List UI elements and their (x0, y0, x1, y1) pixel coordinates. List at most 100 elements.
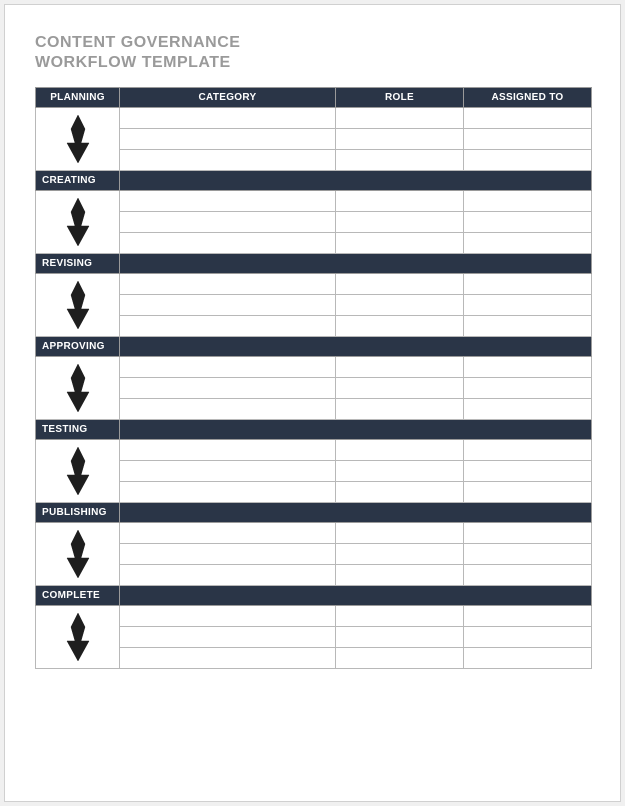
cell-assigned[interactable] (464, 648, 592, 669)
cell-role[interactable] (336, 108, 464, 129)
header-row: PLANNING CATEGORY ROLE ASSIGNED TO (36, 88, 592, 108)
header-category: CATEGORY (120, 88, 336, 108)
section-label: CREATING (36, 171, 120, 191)
section-row-6: COMPLETE (36, 586, 592, 606)
document-page: CONTENT GOVERNANCE WORKFLOW TEMPLATE PLA… (4, 4, 621, 802)
cell-category[interactable] (120, 627, 336, 648)
down-arrow-icon (64, 197, 92, 247)
cell-category[interactable] (120, 378, 336, 399)
cell-assigned[interactable] (464, 606, 592, 627)
stage-arrow-cell (36, 357, 120, 420)
cell-assigned[interactable] (464, 191, 592, 212)
down-arrow-icon (64, 612, 92, 662)
cell-assigned[interactable] (464, 544, 592, 565)
cell-category[interactable] (120, 295, 336, 316)
cell-category[interactable] (120, 357, 336, 378)
cell-role[interactable] (336, 357, 464, 378)
arrow-wrap (40, 523, 115, 585)
cell-role[interactable] (336, 191, 464, 212)
cell-assigned[interactable] (464, 212, 592, 233)
cell-category[interactable] (120, 150, 336, 171)
stage-arrow-cell (36, 108, 120, 171)
section-row-3: APPROVING (36, 337, 592, 357)
title-line-2: WORKFLOW TEMPLATE (35, 53, 590, 73)
cell-category[interactable] (120, 212, 336, 233)
cell-role[interactable] (336, 129, 464, 150)
cell-role[interactable] (336, 461, 464, 482)
cell-assigned[interactable] (464, 565, 592, 586)
cell-assigned[interactable] (464, 482, 592, 503)
cell-role[interactable] (336, 274, 464, 295)
table-row (36, 523, 592, 544)
table-row (36, 440, 592, 461)
cell-role[interactable] (336, 648, 464, 669)
arrow-wrap (40, 274, 115, 336)
cell-assigned[interactable] (464, 108, 592, 129)
cell-assigned[interactable] (464, 233, 592, 254)
cell-assigned[interactable] (464, 440, 592, 461)
cell-role[interactable] (336, 295, 464, 316)
stage-arrow-cell (36, 440, 120, 503)
cell-category[interactable] (120, 544, 336, 565)
cell-assigned[interactable] (464, 378, 592, 399)
table-row (36, 274, 592, 295)
cell-assigned[interactable] (464, 357, 592, 378)
cell-category[interactable] (120, 606, 336, 627)
down-arrow-icon (64, 114, 92, 164)
table-row (36, 108, 592, 129)
cell-category[interactable] (120, 316, 336, 337)
cell-assigned[interactable] (464, 523, 592, 544)
cell-role[interactable] (336, 482, 464, 503)
cell-category[interactable] (120, 482, 336, 503)
cell-category[interactable] (120, 399, 336, 420)
cell-role[interactable] (336, 212, 464, 233)
cell-assigned[interactable] (464, 129, 592, 150)
down-arrow-icon (64, 529, 92, 579)
cell-category[interactable] (120, 274, 336, 295)
cell-category[interactable] (120, 129, 336, 150)
header-stage: PLANNING (36, 88, 120, 108)
cell-role[interactable] (336, 150, 464, 171)
section-span (120, 503, 592, 523)
cell-category[interactable] (120, 191, 336, 212)
workflow-table: PLANNING CATEGORY ROLE ASSIGNED TO CREAT… (35, 87, 592, 669)
table-row (36, 461, 592, 482)
cell-assigned[interactable] (464, 150, 592, 171)
stage-arrow-cell (36, 523, 120, 586)
table-row (36, 544, 592, 565)
cell-role[interactable] (336, 606, 464, 627)
section-span (120, 254, 592, 274)
title-line-1: CONTENT GOVERNANCE (35, 33, 590, 53)
cell-category[interactable] (120, 565, 336, 586)
cell-role[interactable] (336, 565, 464, 586)
stage-arrow-cell (36, 191, 120, 254)
cell-assigned[interactable] (464, 627, 592, 648)
cell-role[interactable] (336, 544, 464, 565)
section-label: TESTING (36, 420, 120, 440)
cell-role[interactable] (336, 399, 464, 420)
section-row-2: REVISING (36, 254, 592, 274)
cell-assigned[interactable] (464, 461, 592, 482)
cell-assigned[interactable] (464, 274, 592, 295)
cell-category[interactable] (120, 108, 336, 129)
cell-category[interactable] (120, 648, 336, 669)
cell-assigned[interactable] (464, 295, 592, 316)
cell-category[interactable] (120, 461, 336, 482)
cell-role[interactable] (336, 233, 464, 254)
stage-arrow-cell (36, 606, 120, 669)
cell-role[interactable] (336, 627, 464, 648)
cell-role[interactable] (336, 316, 464, 337)
cell-category[interactable] (120, 440, 336, 461)
cell-role[interactable] (336, 523, 464, 544)
down-arrow-icon (64, 446, 92, 496)
arrow-wrap (40, 108, 115, 170)
section-span (120, 337, 592, 357)
stage-arrow-cell (36, 274, 120, 337)
table-row (36, 357, 592, 378)
cell-category[interactable] (120, 523, 336, 544)
cell-category[interactable] (120, 233, 336, 254)
cell-assigned[interactable] (464, 316, 592, 337)
cell-role[interactable] (336, 440, 464, 461)
cell-role[interactable] (336, 378, 464, 399)
cell-assigned[interactable] (464, 399, 592, 420)
